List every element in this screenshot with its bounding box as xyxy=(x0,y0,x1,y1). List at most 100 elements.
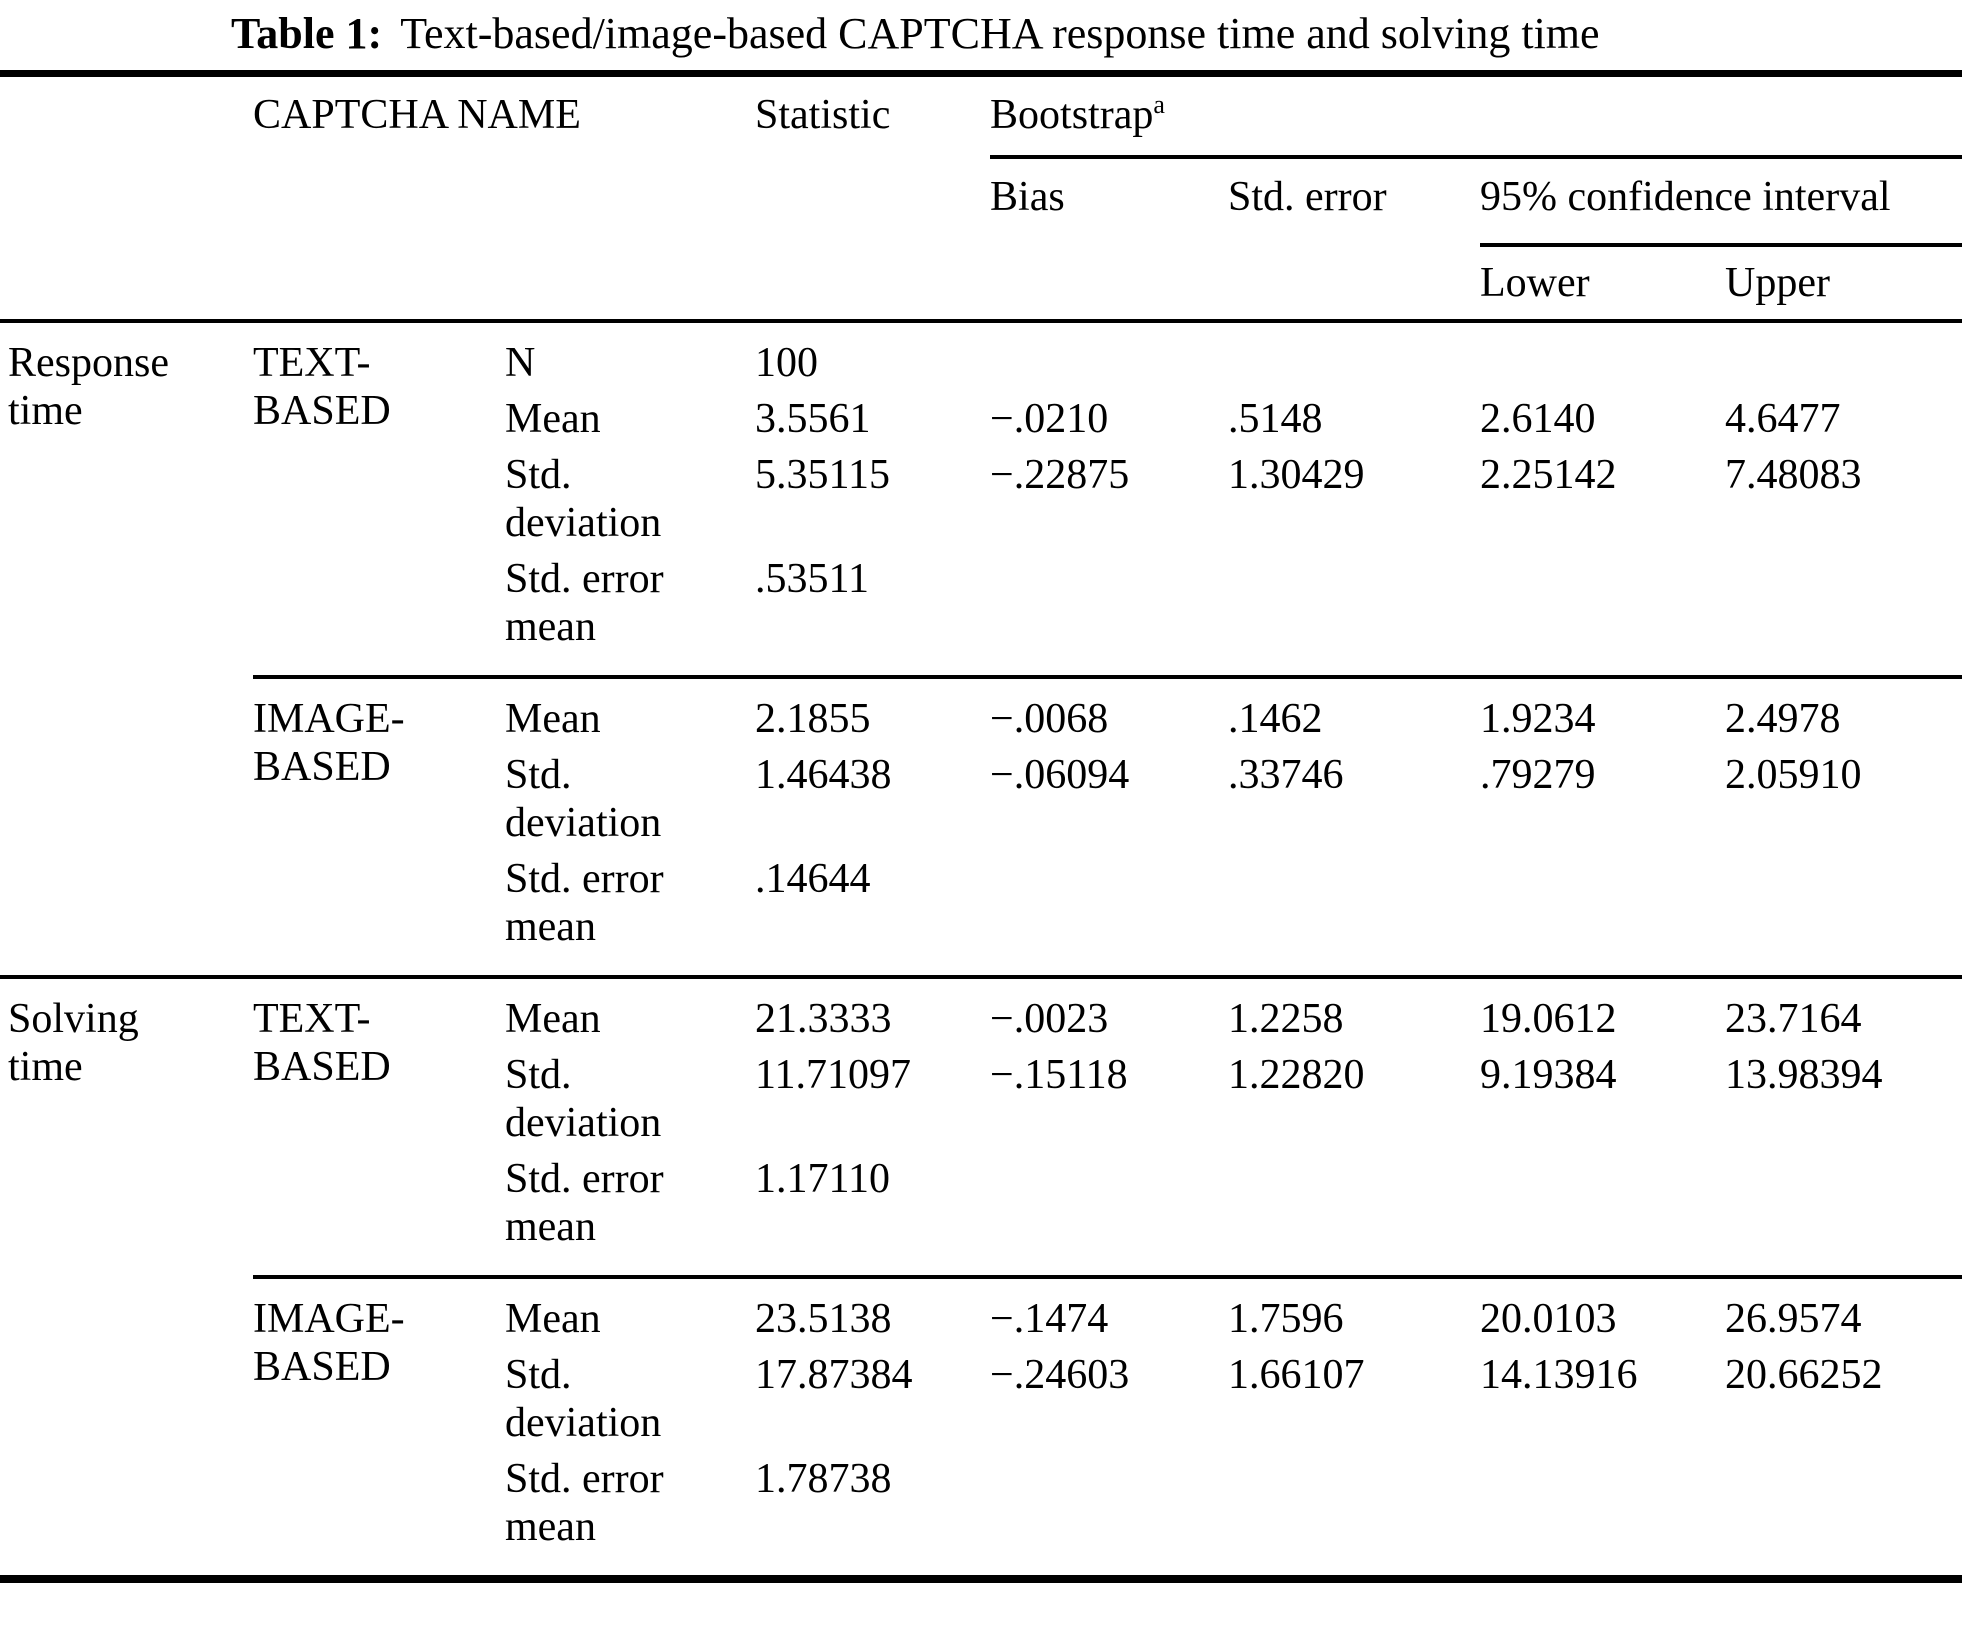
empty-cell xyxy=(990,1451,1228,1579)
upper-cell: 2.05910 xyxy=(1725,752,1862,798)
header-empty-cell xyxy=(1228,245,1480,321)
header-upper: Upper xyxy=(1725,260,1830,306)
header-row-2: Bias Std. error 95% confidence interval xyxy=(0,157,1962,247)
header-lower: Lower xyxy=(1480,260,1590,306)
stat-name-cell: Std. error mean xyxy=(505,1156,664,1250)
bias-cell: −.06094 xyxy=(990,752,1130,798)
lower-cell: 14.13916 xyxy=(1480,1352,1638,1398)
upper-cell: 26.9574 xyxy=(1725,1275,1962,1347)
empty-cell xyxy=(1725,1451,1962,1579)
stat-name-cell: N xyxy=(505,319,756,391)
table-row: Std. error mean 1.78738 xyxy=(0,1451,1962,1579)
bias-cell: −.22875 xyxy=(990,452,1130,498)
std-error-cell: .33746 xyxy=(1228,752,1344,798)
empty-cell xyxy=(990,1151,1228,1277)
table-row: Std. error mean .53511 xyxy=(0,551,1962,677)
header-bias: Bias xyxy=(990,174,1065,220)
upper-cell: 23.7164 xyxy=(1725,975,1962,1047)
stat-name-cell: Std. error mean xyxy=(505,1456,664,1550)
header-empty-cell xyxy=(253,157,755,245)
upper-cell: 7.48083 xyxy=(1725,452,1862,498)
captcha-stats-table: CAPTCHA NAME Statistic Bootstrapa Bias S… xyxy=(0,70,1962,1583)
std-error-cell: 1.66107 xyxy=(1228,1352,1365,1398)
stat-value-cell: 11.71097 xyxy=(755,1052,911,1098)
empty-cell xyxy=(1725,551,1962,677)
stat-name-cell: Std. deviation xyxy=(505,452,662,546)
stat-value-cell: 1.78738 xyxy=(755,1456,892,1502)
paper-table-page: Table 1: Text-based/image-based CAPTCHA r… xyxy=(0,0,1962,1583)
stat-value-cell: 100 xyxy=(755,319,991,391)
empty-cell xyxy=(1725,1151,1962,1277)
std-error-cell: 1.22820 xyxy=(1228,1052,1365,1098)
stat-value-cell: 1.46438 xyxy=(755,752,892,798)
header-empty-cell xyxy=(990,245,1228,321)
header-empty-cell xyxy=(0,245,253,321)
empty-cell xyxy=(990,551,1228,677)
stat-value-cell: 23.5138 xyxy=(755,1275,991,1347)
lower-cell: 20.0103 xyxy=(1480,1275,1726,1347)
table-row: Response time TEXT-BASED N 100 xyxy=(0,319,1962,977)
header-empty-cell xyxy=(755,245,990,321)
empty-cell xyxy=(1228,1151,1480,1277)
empty-cell xyxy=(1480,1151,1725,1277)
lower-cell: .79279 xyxy=(1480,752,1596,798)
table-row: Std. error mean 1.17110 xyxy=(0,1151,1962,1277)
subgroup-image-based: IMAGE-BASED xyxy=(253,675,505,977)
stat-name-cell: Std. deviation xyxy=(505,1352,662,1446)
table-row: Std. deviation 11.71097 −.15118 1.22820 … xyxy=(0,1047,1962,1151)
header-std-error: Std. error xyxy=(1228,174,1387,220)
empty-cell xyxy=(1228,551,1480,677)
header-captcha-name: CAPTCHA NAME xyxy=(253,92,581,138)
stat-name-cell: Std. deviation xyxy=(505,752,662,846)
lower-cell: 19.0612 xyxy=(1480,975,1726,1047)
header-bootstrap-label: Bootstrap xyxy=(990,92,1154,138)
stat-name-cell: Std. error mean xyxy=(505,556,664,650)
upper-cell: 13.98394 xyxy=(1725,1052,1883,1098)
empty-cell xyxy=(1480,1451,1725,1579)
upper-cell: 4.6477 xyxy=(1725,396,1841,442)
bootstrap-footnote-mark: a xyxy=(1153,90,1165,119)
lower-cell: 1.9234 xyxy=(1480,675,1726,747)
stat-name-cell: Std. deviation xyxy=(505,1052,662,1146)
stat-value-cell: .53511 xyxy=(755,556,869,602)
lower-cell: 2.6140 xyxy=(1480,396,1596,442)
bias-cell: −.24603 xyxy=(990,1352,1130,1398)
table-row: IMAGE-BASED Mean 23.5138 −.1474 1.7596 2… xyxy=(0,1275,1962,1579)
std-error-cell: 1.2258 xyxy=(1228,975,1481,1047)
stat-name-cell: Mean xyxy=(505,1275,756,1347)
table-row: Std. deviation 5.35115 −.22875 1.30429 2… xyxy=(0,447,1962,551)
bias-cell: −.0023 xyxy=(990,975,1229,1047)
empty-cell xyxy=(990,319,1229,391)
std-error-cell: 1.30429 xyxy=(1228,452,1365,498)
header-empty-cell xyxy=(0,157,253,245)
empty-cell xyxy=(990,851,1228,977)
bias-cell: −.1474 xyxy=(990,1275,1229,1347)
empty-cell xyxy=(1480,551,1725,677)
table-row: Solving time TEXT-BASED Mean 21.3333 −.0… xyxy=(0,975,1962,1579)
stat-name-cell: Mean xyxy=(505,396,601,442)
empty-cell xyxy=(1480,851,1725,977)
table-row: Std. error mean .14644 xyxy=(0,851,1962,977)
stat-value-cell: 5.35115 xyxy=(755,452,890,498)
header-statistic: Statistic xyxy=(755,92,891,138)
subgroup-image-based: IMAGE-BASED xyxy=(253,1275,505,1579)
table-caption: Table 1: Text-based/image-based CAPTCHA r… xyxy=(0,0,1962,70)
stat-name-cell: Std. error mean xyxy=(505,856,664,950)
stat-value-cell: 2.1855 xyxy=(755,675,991,747)
table-row: Mean 3.5561 −.0210 .5148 2.6140 4.6477 xyxy=(0,391,1962,447)
stat-value-cell: .14644 xyxy=(755,856,871,902)
bias-cell: −.0210 xyxy=(990,396,1109,442)
bias-cell: −.0068 xyxy=(990,675,1229,747)
std-error-cell: 1.7596 xyxy=(1228,1275,1481,1347)
table-row: Std. deviation 1.46438 −.06094 .33746 .7… xyxy=(0,747,1962,851)
empty-cell xyxy=(1228,319,1481,391)
empty-cell xyxy=(1228,851,1480,977)
empty-cell xyxy=(1228,1451,1480,1579)
header-empty-cell xyxy=(0,74,253,158)
header-row-1: CAPTCHA NAME Statistic Bootstrapa xyxy=(0,73,1962,159)
std-error-cell: .5148 xyxy=(1228,396,1323,442)
table-row: Std. deviation 17.87384 −.24603 1.66107 … xyxy=(0,1347,1962,1451)
table-caption-label: Table 1: xyxy=(231,9,383,58)
header-empty-cell xyxy=(755,157,990,245)
stat-value-cell: 21.3333 xyxy=(755,975,991,1047)
